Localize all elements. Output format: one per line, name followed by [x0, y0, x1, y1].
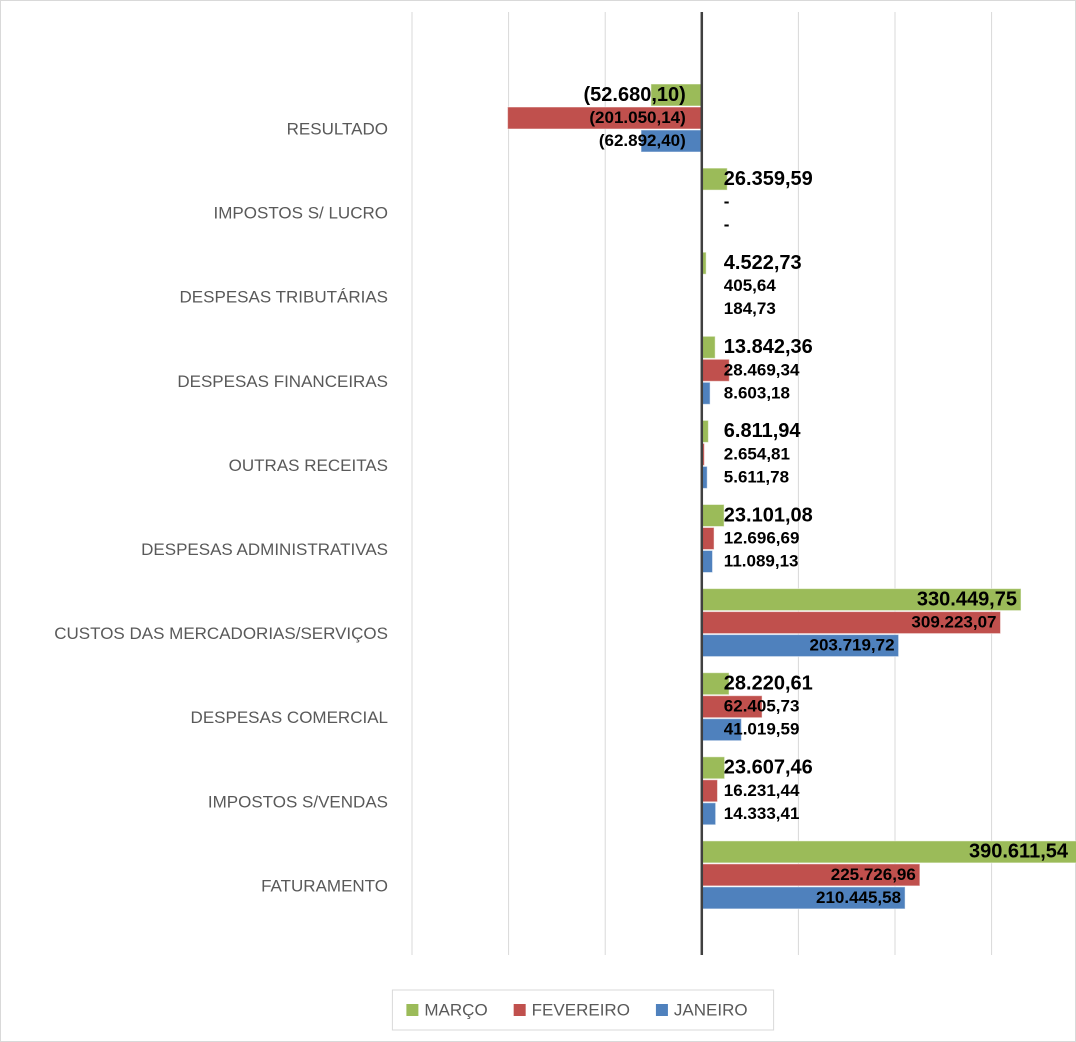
category-label: DESPESAS FINANCEIRAS	[177, 372, 388, 391]
data-label: 23.607,46	[724, 757, 813, 779]
data-label: 14.333,41	[724, 804, 800, 823]
category-label: OUTRAS RECEITAS	[229, 456, 388, 475]
category-label: DESPESAS TRIBUTÁRIAS	[180, 288, 388, 307]
category-label: FATURAMENTO	[261, 876, 388, 895]
data-label: 13.842,36	[724, 336, 813, 358]
data-label: -	[724, 215, 730, 234]
data-label: 26.359,59	[724, 168, 813, 190]
bar	[701, 802, 717, 826]
legend-label: JANEIRO	[674, 1000, 748, 1019]
category-label: IMPOSTOS S/ LUCRO	[214, 204, 388, 223]
data-label: 62.405,73	[724, 697, 800, 716]
legend: MARÇO FEVEREIRO JANEIRO	[391, 989, 775, 1031]
data-label: 309.223,07	[911, 613, 996, 632]
bar	[701, 779, 718, 803]
bar	[701, 550, 714, 573]
category-label: IMPOSTOS S/VENDAS	[208, 792, 388, 811]
bar	[701, 527, 715, 550]
category-label: CUSTOS DAS MERCADORIAS/SERVIÇOS	[54, 624, 388, 643]
data-label: 405,64	[724, 276, 777, 295]
data-label: (62.892,40)	[599, 131, 686, 150]
legend-swatch	[406, 1004, 419, 1016]
data-label: 390.611,54	[969, 841, 1069, 863]
data-label: 210.445,58	[816, 888, 901, 907]
data-label: 23.101,08	[724, 504, 813, 526]
category-label: DESPESAS ADMINISTRATIVAS	[141, 540, 388, 559]
data-label: 28.469,34	[724, 360, 800, 379]
data-label: 2.654,81	[724, 444, 790, 463]
data-label: (201.050,14)	[589, 108, 685, 127]
legend-box	[391, 989, 775, 1031]
data-label: -	[724, 192, 730, 211]
data-label: 12.696,69	[724, 528, 800, 547]
legend-swatch	[513, 1004, 526, 1016]
data-label: 11.089,13	[724, 551, 799, 570]
category-label: DESPESAS COMERCIAL	[191, 708, 388, 727]
bar	[701, 756, 726, 780]
data-label: 28.220,61	[724, 672, 813, 694]
legend-label: FEVEREIRO	[532, 1000, 630, 1019]
data-label: 225.726,96	[831, 865, 916, 884]
data-label: 5.611,78	[724, 467, 789, 486]
data-label: 4.522,73	[724, 252, 802, 274]
legend-label: MARÇO	[424, 1000, 487, 1019]
data-label: 16.231,44	[724, 781, 800, 800]
legend-swatch	[655, 1004, 668, 1016]
bar	[701, 335, 716, 359]
data-label: 8.603,18	[724, 383, 790, 402]
bar	[701, 504, 725, 527]
category-label: RESULTADO	[287, 120, 388, 139]
data-label: 184,73	[724, 299, 776, 318]
data-label: (52.680,10)	[584, 84, 686, 106]
data-label: 41.019,59	[724, 720, 800, 739]
data-label: 330.449,75	[917, 588, 1017, 610]
data-label: 6.811,94	[724, 420, 802, 442]
data-label: 203.719,72	[809, 636, 894, 655]
